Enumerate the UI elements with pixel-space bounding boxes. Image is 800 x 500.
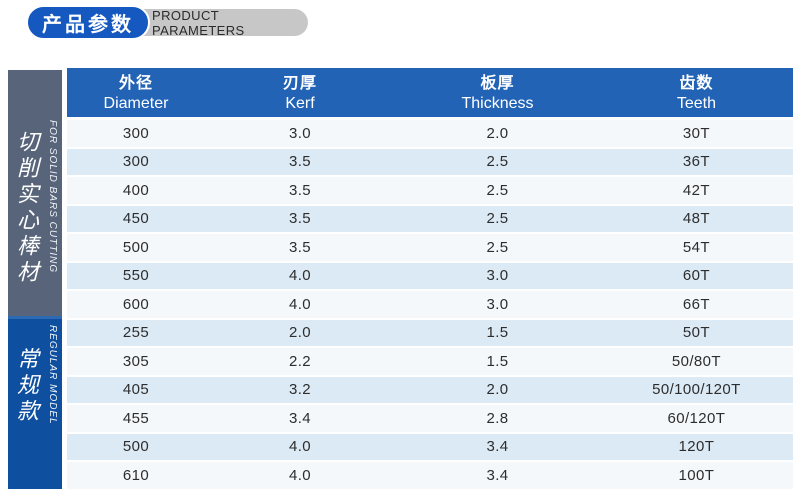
column-header-en: Kerf: [285, 94, 315, 112]
table-cell: 54T: [682, 238, 710, 256]
table-cell: 610: [122, 466, 150, 484]
table-cell: 300: [122, 124, 150, 142]
parameters-table: 外径 Diameter 刃厚 Kerf 板厚 Thickness 齿数 Teet…: [67, 68, 793, 489]
page-title: 产品参数: [42, 14, 134, 36]
table-cell: 500: [122, 438, 150, 456]
column-header-en: Diameter: [103, 94, 169, 112]
column-header-en: Teeth: [676, 94, 716, 112]
table-cell: 4.0: [289, 267, 312, 285]
table-cell: 3.0: [486, 295, 509, 313]
table-cell: 50/100/120T: [652, 381, 741, 399]
column-header-zh: 板厚: [480, 74, 515, 92]
table-cell: 3.5: [289, 153, 312, 171]
table-row: 600 4.0 3.0 66T: [67, 291, 793, 318]
table-cell: 2.5: [486, 238, 509, 256]
table-cell: 3.4: [289, 409, 312, 427]
table-row: 400 3.5 2.5 42T: [67, 177, 793, 204]
table-cell: 2.0: [486, 381, 509, 399]
sidebar-label-zh: 常规款: [14, 347, 39, 425]
table-cell: 3.5: [289, 181, 312, 199]
title-pill: 产品参数: [26, 5, 150, 40]
table-body: 300 3.0 2.0 30T 300 3.5 2.5 36T 400 3.5 2.5 42T 450 3…: [67, 120, 793, 489]
table-cell: 120T: [678, 438, 715, 456]
sidebar-label-en: REGULAR MODEL: [47, 325, 58, 425]
table-cell: 60/120T: [667, 409, 726, 427]
table-cell: 305: [122, 352, 150, 370]
table-cell: 3.4: [486, 466, 509, 484]
table-cell: 455: [122, 409, 150, 427]
table-cell: 48T: [682, 210, 710, 228]
table-row: 450 3.5 2.5 48T: [67, 205, 793, 232]
table-row: 300 3.0 2.0 30T: [67, 120, 793, 147]
table-cell: 60T: [682, 267, 710, 285]
table-row: 455 3.4 2.8 60/120T: [67, 405, 793, 432]
table-cell: 3.0: [486, 267, 509, 285]
sidebar-section-solid-bars: 切削实心棒材 FOR SOLID BARS CUTTING: [8, 70, 62, 316]
table-cell: 66T: [682, 295, 710, 313]
column-header-kerf: 刃厚 Kerf: [205, 72, 395, 114]
table-cell: 4.0: [289, 466, 312, 484]
table-row: 255 2.0 1.5 50T: [67, 319, 793, 346]
column-header-en: Thickness: [461, 94, 534, 112]
table-cell: 4.0: [289, 295, 312, 313]
table-cell: 50T: [682, 324, 710, 342]
column-header-zh: 外径: [118, 74, 153, 92]
table-row: 300 3.5 2.5 36T: [67, 148, 793, 175]
column-header-zh: 齿数: [679, 74, 714, 92]
table-cell: 2.5: [486, 153, 509, 171]
table-cell: 36T: [682, 153, 710, 171]
table-cell: 2.0: [486, 124, 509, 142]
table-cell: 3.5: [289, 210, 312, 228]
table-cell: 1.5: [486, 352, 509, 370]
table-row: 305 2.2 1.5 50/80T: [67, 348, 793, 375]
table-cell: 100T: [678, 466, 715, 484]
sidebar-label-zh: 切削实心棒材: [14, 130, 39, 286]
table-cell: 3.2: [289, 381, 312, 399]
table-cell: 50/80T: [671, 352, 721, 370]
table-row: 500 4.0 3.4 120T: [67, 433, 793, 460]
table-row: 405 3.2 2.0 50/100/120T: [67, 376, 793, 403]
subtitle-text: PRODUCT PARAMETERS: [152, 7, 245, 38]
table-cell: 30T: [682, 124, 710, 142]
table-cell: 42T: [682, 181, 710, 199]
table-cell: 405: [122, 381, 150, 399]
table-cell: 2.5: [486, 181, 509, 199]
table-cell: 1.5: [486, 324, 509, 342]
table-row: 610 4.0 3.4 100T: [67, 462, 793, 489]
column-header-diameter: 外径 Diameter: [67, 72, 205, 114]
table-cell: 2.2: [289, 352, 312, 370]
table-cell: 300: [122, 153, 150, 171]
table-cell: 400: [122, 181, 150, 199]
table-row: 550 4.0 3.0 60T: [67, 262, 793, 289]
table-cell: 4.0: [289, 438, 312, 456]
table-cell: 3.4: [486, 438, 509, 456]
column-header-thickness: 板厚 Thickness: [395, 72, 600, 114]
column-header-zh: 刃厚: [283, 74, 318, 92]
column-header-teeth: 齿数 Teeth: [600, 72, 793, 114]
table-cell: 500: [122, 238, 150, 256]
table-cell: 255: [122, 324, 150, 342]
table-cell: 3.0: [289, 124, 312, 142]
table-cell: 2.8: [486, 409, 509, 427]
table-cell: 450: [122, 210, 150, 228]
table-cell: 2.0: [289, 324, 312, 342]
table-cell: 3.5: [289, 238, 312, 256]
table-cell: 600: [122, 295, 150, 313]
table-header: 外径 Diameter 刃厚 Kerf 板厚 Thickness 齿数 Teet…: [67, 68, 793, 117]
table-row: 500 3.5 2.5 54T: [67, 234, 793, 261]
table-cell: 550: [122, 267, 150, 285]
sidebar-label-en: FOR SOLID BARS CUTTING: [47, 120, 58, 274]
table-cell: 2.5: [486, 210, 509, 228]
sidebar-section-regular-model: 常规款 REGULAR MODEL: [8, 316, 62, 489]
